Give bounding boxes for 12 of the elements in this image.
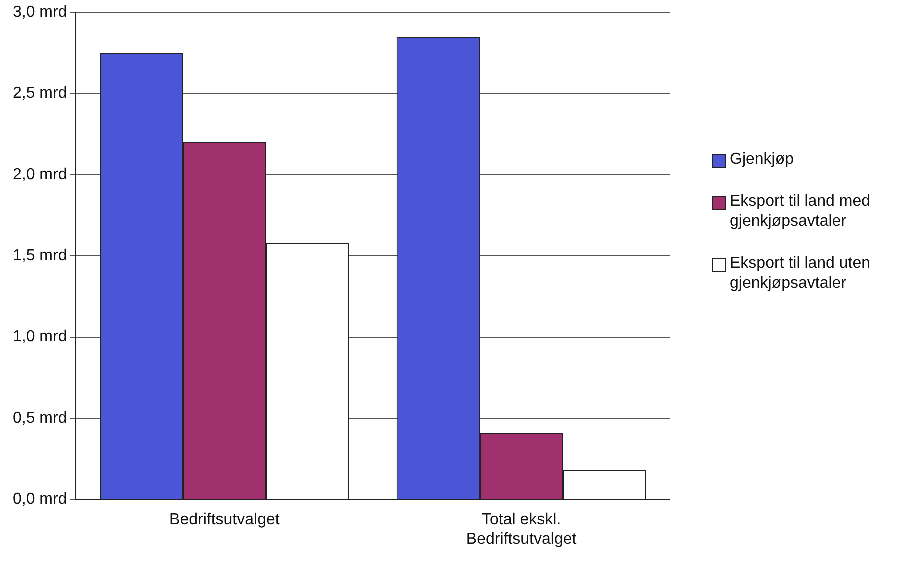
y-tick-label: 1,0 mrd xyxy=(12,328,68,346)
y-tick-label: 3,0 mrd xyxy=(12,4,68,22)
x-tick-label: Bedriftsutvalget xyxy=(170,512,280,529)
y-tick-label: 0,5 mrd xyxy=(12,410,68,427)
y-tick-label: 1,5 mrd xyxy=(12,248,68,265)
y-tick-label: 2,5 mrd xyxy=(12,85,68,102)
y-tick-label: 2,0 mrd xyxy=(12,166,68,184)
y-tick-label: 0,0 mrd xyxy=(12,491,68,508)
legend-label: Eksport til land med gjenkjøpsavtaler xyxy=(730,192,872,232)
x-tick-label: Total ekskl. Bedriftsutvalget xyxy=(466,512,578,548)
legend-label: Gjenkjøp xyxy=(730,150,794,170)
text: Eksport til land uten gjenkjøpsavtaler xyxy=(730,254,872,294)
